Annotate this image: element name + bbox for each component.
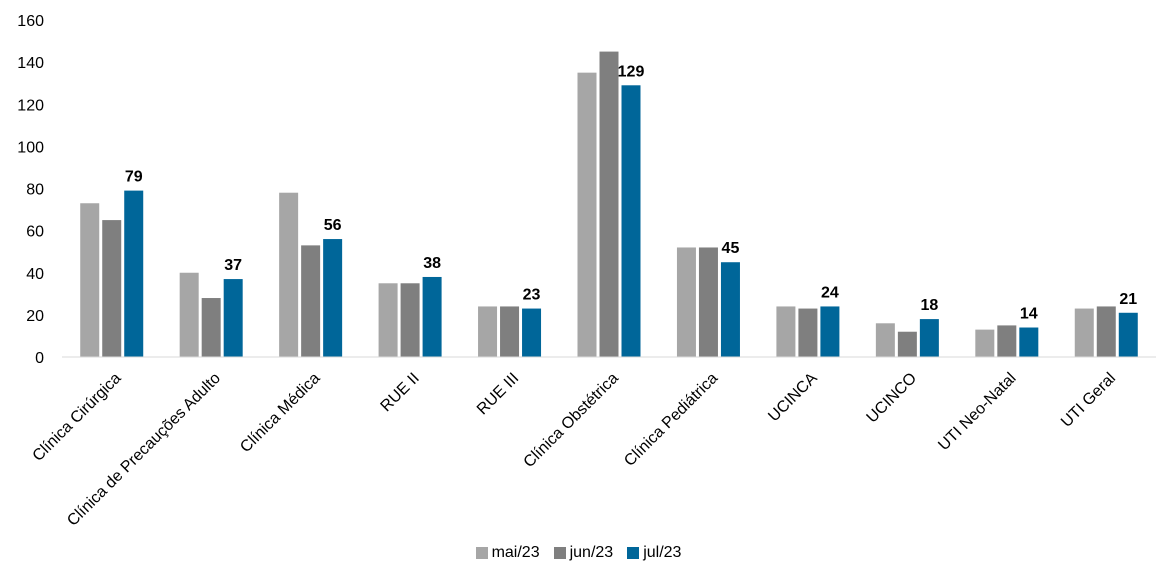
x-category-label: UTI Neo-Natal: [935, 370, 1019, 454]
x-category-label: Clínica Pediátrica: [621, 370, 721, 470]
bar-jun-23: [201, 298, 221, 357]
data-label: 37: [224, 257, 242, 274]
bar-mai-23: [378, 283, 398, 357]
bar-jul-23: [124, 190, 144, 357]
legend-label-jul: jul/23: [643, 544, 682, 561]
bars: [80, 51, 1138, 357]
legend-swatch-jul: [627, 547, 640, 559]
data-label: 38: [423, 255, 441, 272]
bar-chart: 0 20 40 60 80 100 120 140 160 79 37 56 38 23 129 45 24 1…: [17, 13, 1156, 530]
y-tick-label: 40: [26, 266, 44, 283]
bar-jun-23: [102, 220, 122, 357]
legend-item-jul: jul/23: [627, 544, 681, 562]
data-label: 21: [1119, 291, 1137, 308]
bar-mai-23: [478, 306, 498, 357]
y-tick-label: 120: [17, 97, 44, 114]
bar-jul-23: [422, 276, 442, 357]
y-tick-label: 20: [26, 308, 44, 325]
bar-jun-23: [599, 51, 619, 357]
data-label: 129: [618, 63, 645, 80]
bar-jul-23: [223, 279, 243, 357]
x-category-label: UCINCA: [765, 370, 821, 426]
bar-jul-23: [1118, 312, 1138, 357]
bar-jun-23: [698, 247, 718, 357]
bar-jun-23: [897, 331, 917, 357]
bar-mai-23: [279, 192, 299, 357]
data-label: 24: [821, 284, 839, 301]
bar-jun-23: [301, 245, 321, 357]
bar-jul-23: [720, 262, 740, 357]
x-category-label: RUE II: [378, 370, 423, 415]
legend-swatch-jun: [553, 547, 566, 559]
data-label: 18: [920, 297, 938, 314]
bar-mai-23: [179, 272, 199, 357]
y-tick-label: 160: [17, 13, 44, 30]
bar-jul-23: [323, 239, 343, 357]
legend-item-mai: mai/23: [475, 544, 540, 562]
bar-mai-23: [975, 329, 995, 357]
legend-swatch-mai: [475, 547, 488, 559]
bar-jun-23: [997, 325, 1017, 357]
x-category-label: Clínica Obstétrica: [521, 370, 622, 471]
legend-label-jun: jun/23: [569, 544, 614, 561]
x-category-label: RUE III: [474, 370, 522, 418]
bar-jul-23: [522, 308, 542, 357]
x-category-label: UTI Geral: [1058, 370, 1119, 431]
bar-jul-23: [621, 85, 641, 357]
data-label: 14: [1020, 306, 1038, 323]
bar-mai-23: [80, 203, 100, 357]
bar-mai-23: [776, 306, 796, 357]
bar-jul-23: [919, 319, 939, 357]
x-category-label: UCINCO: [864, 370, 921, 427]
bar-jul-23: [1019, 327, 1039, 357]
data-label: 79: [125, 169, 143, 186]
legend: mai/23 jun/23 jul/23: [0, 544, 1157, 562]
y-tick-label: 60: [26, 224, 44, 241]
y-axis: 0 20 40 60 80 100 120 140 160: [17, 13, 44, 367]
bar-jun-23: [798, 308, 818, 357]
data-labels: 79 37 56 38 23 129 45 24 18 14 21: [125, 63, 1137, 322]
y-tick-label: 0: [35, 350, 44, 367]
data-label: 45: [722, 240, 740, 257]
bar-jun-23: [400, 283, 420, 357]
bar-mai-23: [1074, 308, 1094, 357]
y-tick-label: 140: [17, 55, 44, 72]
legend-label-mai: mai/23: [491, 544, 540, 561]
bar-jun-23: [1096, 306, 1116, 357]
bar-jun-23: [500, 306, 520, 357]
x-category-label: Clínica Médica: [237, 370, 323, 456]
legend-item-jun: jun/23: [553, 544, 614, 562]
bar-jul-23: [820, 306, 840, 357]
y-tick-label: 100: [17, 139, 44, 156]
bar-mai-23: [875, 323, 895, 357]
x-category-label: Clínica Cirúrgica: [30, 370, 125, 465]
data-label: 23: [523, 287, 541, 304]
bar-mai-23: [676, 247, 696, 357]
y-tick-label: 80: [26, 182, 44, 199]
bar-mai-23: [577, 72, 597, 357]
data-label: 56: [324, 217, 342, 234]
